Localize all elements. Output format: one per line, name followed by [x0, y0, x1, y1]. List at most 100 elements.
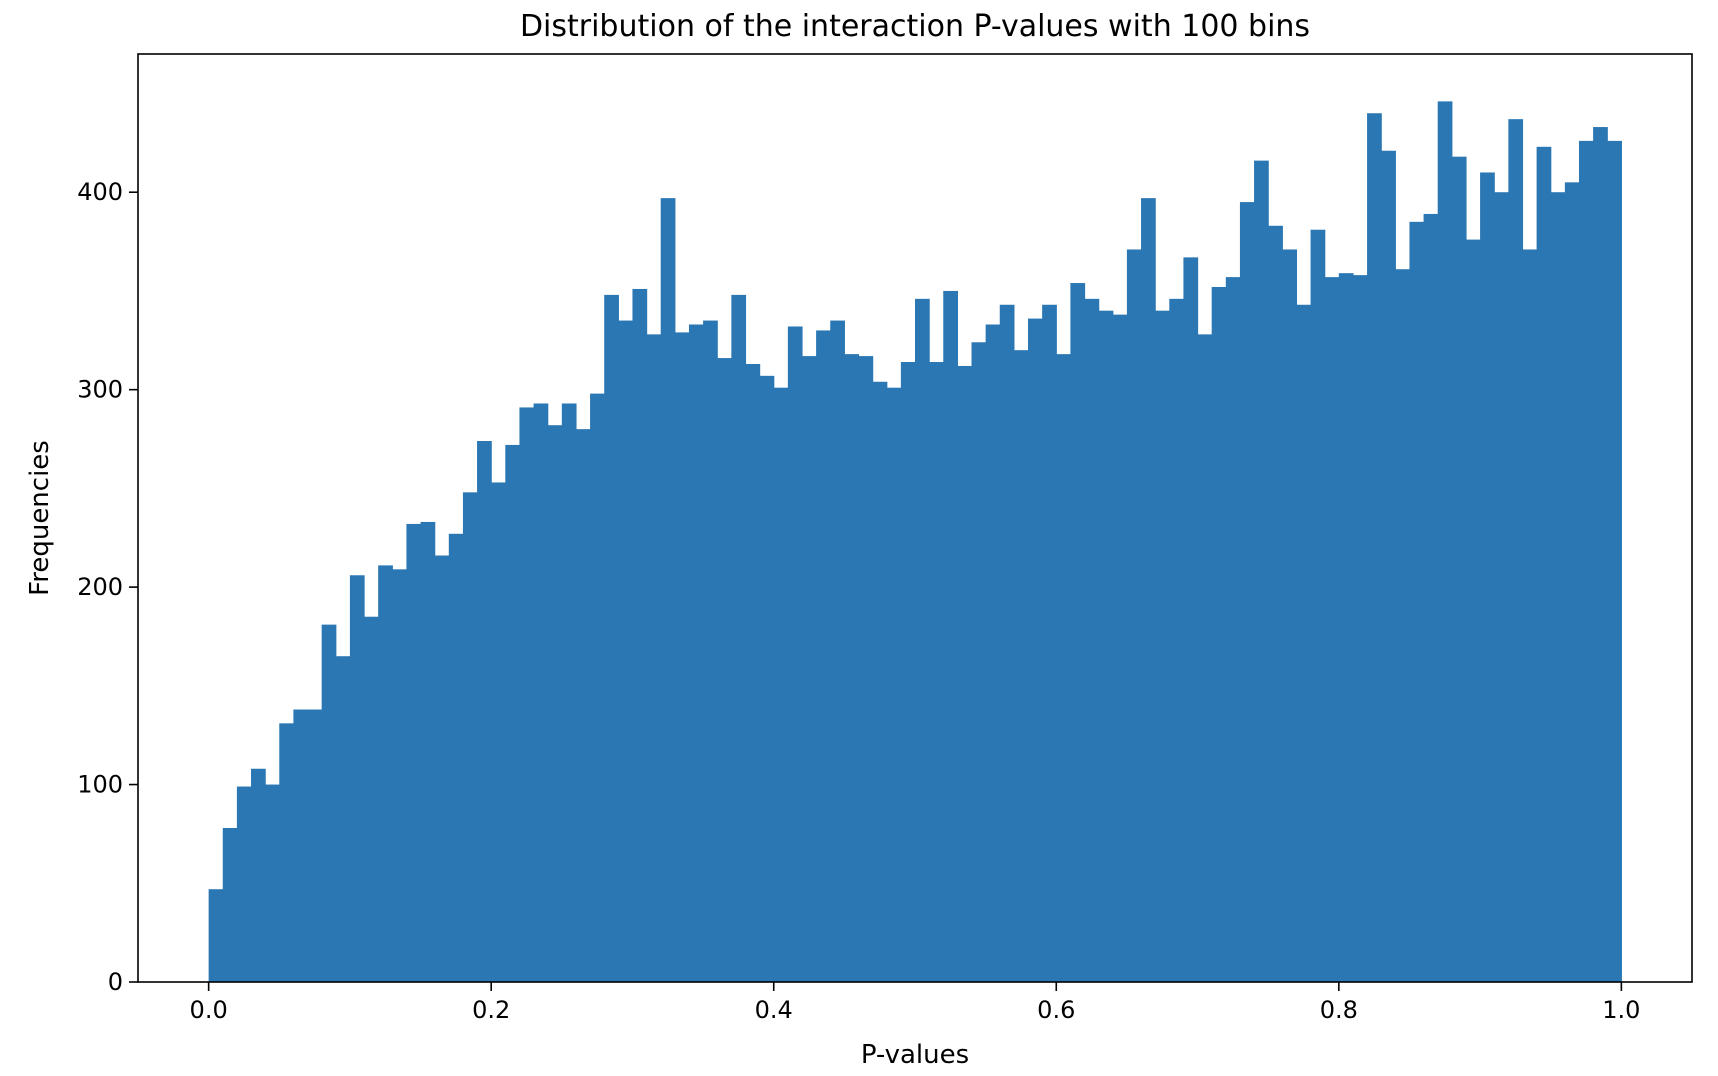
- histogram-bar: [1367, 113, 1382, 983]
- histogram-bar: [745, 363, 761, 983]
- histogram-bar: [1593, 127, 1608, 983]
- histogram-bar: [1126, 249, 1142, 982]
- y-tick-label: 400: [77, 178, 123, 206]
- histogram-bar: [349, 575, 365, 982]
- histogram-bar: [787, 326, 803, 983]
- y-tick-label: 300: [77, 376, 123, 404]
- histogram-bar: [1042, 304, 1057, 982]
- histogram-bar: [1028, 318, 1043, 982]
- histogram-bar: [872, 381, 888, 982]
- y-axis-label: Frequencies: [25, 440, 55, 596]
- histogram-bar: [1536, 146, 1552, 983]
- histogram-bar: [392, 569, 408, 982]
- histogram-bar: [618, 320, 634, 982]
- x-tick-label: 1.0: [1602, 996, 1640, 1024]
- histogram-bar: [915, 298, 930, 982]
- y-axis-ticks: 0 100 200 300 400: [77, 178, 138, 996]
- histogram-bar: [1183, 257, 1199, 982]
- histogram-bar: [1494, 192, 1509, 982]
- histogram-bar: [1197, 334, 1213, 982]
- histogram-bar: [1550, 192, 1566, 982]
- plot-frame: [137, 53, 1693, 983]
- histogram-bar: [1282, 249, 1298, 982]
- histogram-bar: [491, 482, 506, 982]
- histogram-bar: [1480, 172, 1495, 982]
- histogram-bar: [1084, 298, 1100, 982]
- histogram-bar: [1423, 213, 1439, 983]
- histogram-bars: [208, 101, 1622, 983]
- histogram-bar: [1056, 354, 1071, 982]
- histogram-bar: [731, 294, 747, 982]
- histogram-bar: [505, 444, 521, 982]
- y-tick-label: 0: [108, 968, 123, 996]
- histogram-bar: [957, 365, 973, 982]
- histogram-bar: [1225, 277, 1241, 983]
- x-tick-label: 0.2: [472, 996, 510, 1024]
- histogram-bar: [858, 356, 874, 982]
- histogram-bar: [1211, 286, 1227, 982]
- chart-title: Distribution of the interaction P-values…: [520, 9, 1310, 44]
- histogram-bar: [1508, 119, 1524, 982]
- histogram-bar: [1409, 221, 1425, 983]
- histogram-bar: [985, 324, 1001, 982]
- histogram-bar: [929, 362, 944, 982]
- histogram-bar: [1564, 182, 1580, 982]
- histogram-bar: [830, 320, 845, 982]
- histogram-bar: [547, 425, 563, 982]
- histogram-bar: [759, 375, 775, 983]
- histogram-bar: [519, 407, 535, 982]
- histogram-bar: [717, 358, 732, 982]
- histogram-bar: [1169, 298, 1185, 982]
- histogram-bar: [335, 656, 351, 982]
- histogram-bar: [801, 356, 817, 982]
- x-tick-label: 0.6: [1037, 996, 1075, 1024]
- histogram-bar: [364, 616, 379, 982]
- histogram-bar: [575, 429, 591, 982]
- histogram-bar: [1578, 140, 1594, 983]
- histogram-bar: [604, 294, 619, 982]
- histogram-bar: [674, 332, 690, 982]
- histogram-bar: [590, 393, 605, 982]
- histogram-bar: [1013, 350, 1029, 982]
- histogram-bar: [943, 290, 958, 982]
- histogram-bar: [632, 288, 648, 983]
- histogram-bar: [1296, 304, 1312, 982]
- histogram-bar: [1112, 314, 1128, 983]
- histogram-bar: [816, 330, 831, 982]
- histogram-bar: [208, 889, 224, 982]
- histogram-bar: [773, 387, 789, 982]
- histogram-bar: [1395, 269, 1411, 982]
- histogram-bar: [999, 304, 1015, 982]
- x-axis-label: P-values: [861, 1040, 969, 1070]
- histogram-bar: [477, 440, 492, 983]
- histogram-bar: [844, 354, 860, 982]
- histogram-bar: [1451, 156, 1467, 982]
- histogram-bar: [1239, 202, 1255, 983]
- histogram-bar: [1607, 140, 1622, 983]
- histogram-bar: [703, 320, 718, 982]
- y-tick-label: 100: [77, 771, 123, 799]
- histogram-bar: [1070, 283, 1086, 982]
- histogram-bar: [688, 324, 704, 982]
- y-tick-label: 200: [77, 573, 123, 601]
- histogram-bar: [1324, 277, 1340, 983]
- x-axis-ticks: 0.0 0.2 0.4 0.6 0.8 1.0: [190, 982, 1640, 1024]
- histogram-bar: [646, 334, 662, 982]
- histogram-bar: [251, 768, 266, 982]
- histogram-bar: [533, 403, 549, 983]
- histogram-bar: [1338, 273, 1354, 982]
- histogram-bar: [378, 565, 393, 982]
- histogram-bar: [406, 523, 422, 982]
- histogram-bar: [900, 362, 916, 982]
- histogram-bar: [1381, 150, 1396, 983]
- histogram-bar: [1310, 229, 1326, 982]
- histogram-bar: [660, 198, 676, 982]
- histogram-bar: [1098, 310, 1114, 982]
- histogram-bar: [1141, 198, 1156, 982]
- histogram-bar: [1522, 249, 1538, 982]
- histogram-bar: [1465, 239, 1481, 983]
- histogram-bar: [971, 342, 987, 982]
- histogram-bar: [1437, 101, 1453, 983]
- histogram-bar: [561, 403, 577, 983]
